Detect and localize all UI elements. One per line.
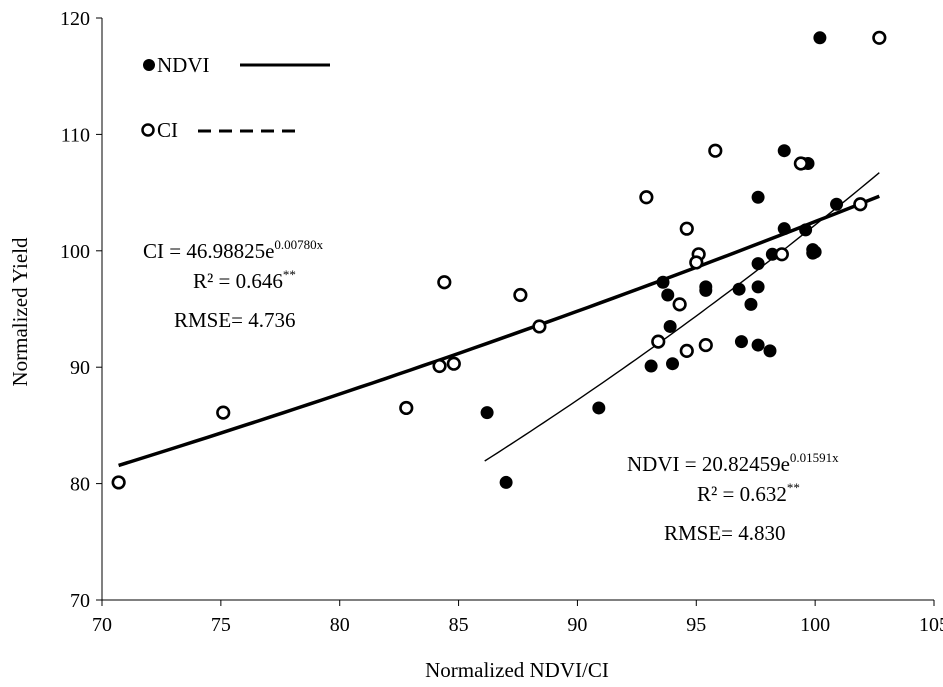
- legend-marker-ci: [141, 123, 155, 137]
- ci-equation-base: CI = 46.98825e: [143, 239, 274, 263]
- point-ci: [679, 221, 694, 236]
- point-ndvi: [751, 257, 765, 271]
- point-ci: [698, 337, 713, 353]
- point-ndvi: [732, 282, 746, 296]
- y-tick-label: 90: [70, 357, 90, 379]
- point-ci: [872, 30, 887, 45]
- ci-rmse: RMSE= 4.736: [174, 308, 296, 332]
- ci-equation-exponent: 0.00780x: [274, 237, 323, 252]
- tick-labels-group: 70 75 80 85 90 95 100 105 70 80 90 100 110 120: [60, 8, 943, 636]
- ci-r2: R² = 0.646**: [193, 267, 296, 293]
- x-tick-label: 75: [211, 614, 231, 636]
- point-ndvi: [830, 197, 844, 211]
- ci-r2-significance: **: [283, 267, 296, 282]
- legend-marker-ndvi: [143, 59, 155, 71]
- point-ci: [774, 247, 789, 262]
- ndvi-r2-value: R² = 0.632: [697, 482, 787, 506]
- point-ci: [672, 297, 687, 312]
- ndvi-rmse: RMSE= 4.830: [664, 521, 786, 545]
- point-ci: [793, 156, 808, 171]
- x-tick-label: 95: [686, 614, 706, 636]
- point-ndvi: [777, 222, 791, 236]
- trendline-ci: [118, 194, 880, 468]
- point-ndvi: [663, 319, 677, 333]
- point-ndvi: [499, 475, 513, 489]
- ci-r2-value: R² = 0.646: [193, 269, 283, 293]
- point-ci: [708, 143, 723, 158]
- point-ci: [513, 287, 528, 303]
- point-ci: [111, 475, 126, 490]
- point-ci: [532, 319, 547, 334]
- y-tick-label: 110: [61, 124, 90, 146]
- point-ndvi: [744, 297, 758, 311]
- trendlines-group: [118, 172, 880, 468]
- x-axis-title: Normalized NDVI/CI: [425, 658, 609, 682]
- point-ci: [651, 334, 666, 349]
- x-tick-label: 80: [330, 614, 350, 636]
- point-ci: [437, 275, 452, 290]
- points-group: [111, 30, 887, 490]
- ndvi-r2-significance: **: [787, 480, 800, 495]
- trendline-ndvi: [484, 172, 880, 462]
- axes-group: [96, 17, 935, 606]
- ci-annotation: CI = 46.98825e0.00780x R² = 0.646** RMSE…: [143, 237, 324, 332]
- point-ndvi: [699, 283, 713, 297]
- y-tick-label: 100: [60, 241, 90, 263]
- legend-label-ci: CI: [157, 118, 178, 142]
- ci-equation: CI = 46.98825e0.00780x: [143, 237, 324, 263]
- y-tick-label: 70: [70, 590, 90, 612]
- x-tick-label: 100: [800, 614, 830, 636]
- point-ndvi: [644, 359, 658, 373]
- y-tick-label: 120: [60, 8, 90, 30]
- ndvi-equation-exponent: 0.01591x: [790, 450, 839, 465]
- legend-label-ndvi: NDVI: [157, 53, 210, 77]
- ndvi-r2: R² = 0.632**: [697, 480, 800, 506]
- point-ndvi: [777, 144, 791, 158]
- legend: NDVI CI: [141, 53, 330, 142]
- point-ndvi: [813, 31, 827, 45]
- point-ndvi: [592, 401, 606, 415]
- point-ci: [853, 197, 868, 212]
- y-tick-label: 80: [70, 474, 90, 496]
- point-ndvi: [666, 357, 680, 371]
- y-axis-title: Normalized Yield: [8, 237, 32, 387]
- point-ci: [399, 400, 414, 416]
- point-ndvi: [661, 288, 675, 302]
- point-ci: [432, 358, 447, 374]
- point-ndvi: [751, 280, 765, 294]
- point-ci: [639, 190, 654, 205]
- x-tick-label: 105: [919, 614, 943, 636]
- point-ci: [679, 343, 694, 359]
- point-ndvi: [734, 335, 748, 349]
- ndvi-equation-base: NDVI = 20.82459e: [627, 452, 790, 476]
- point-ndvi: [656, 275, 670, 289]
- point-ci: [446, 356, 461, 371]
- ndvi-equation: NDVI = 20.82459e0.01591x: [627, 450, 839, 476]
- point-ndvi: [751, 338, 765, 352]
- point-ci: [689, 255, 704, 270]
- x-tick-label: 85: [449, 614, 469, 636]
- ndvi-annotation: NDVI = 20.82459e0.01591x R² = 0.632** RM…: [627, 450, 839, 545]
- point-ci: [216, 405, 231, 420]
- point-ndvi: [751, 190, 765, 204]
- point-ndvi: [806, 246, 820, 260]
- x-tick-label: 90: [567, 614, 587, 636]
- point-ndvi: [480, 406, 494, 420]
- point-ndvi: [799, 223, 813, 237]
- point-ndvi: [763, 344, 777, 358]
- x-tick-label: 70: [92, 614, 112, 636]
